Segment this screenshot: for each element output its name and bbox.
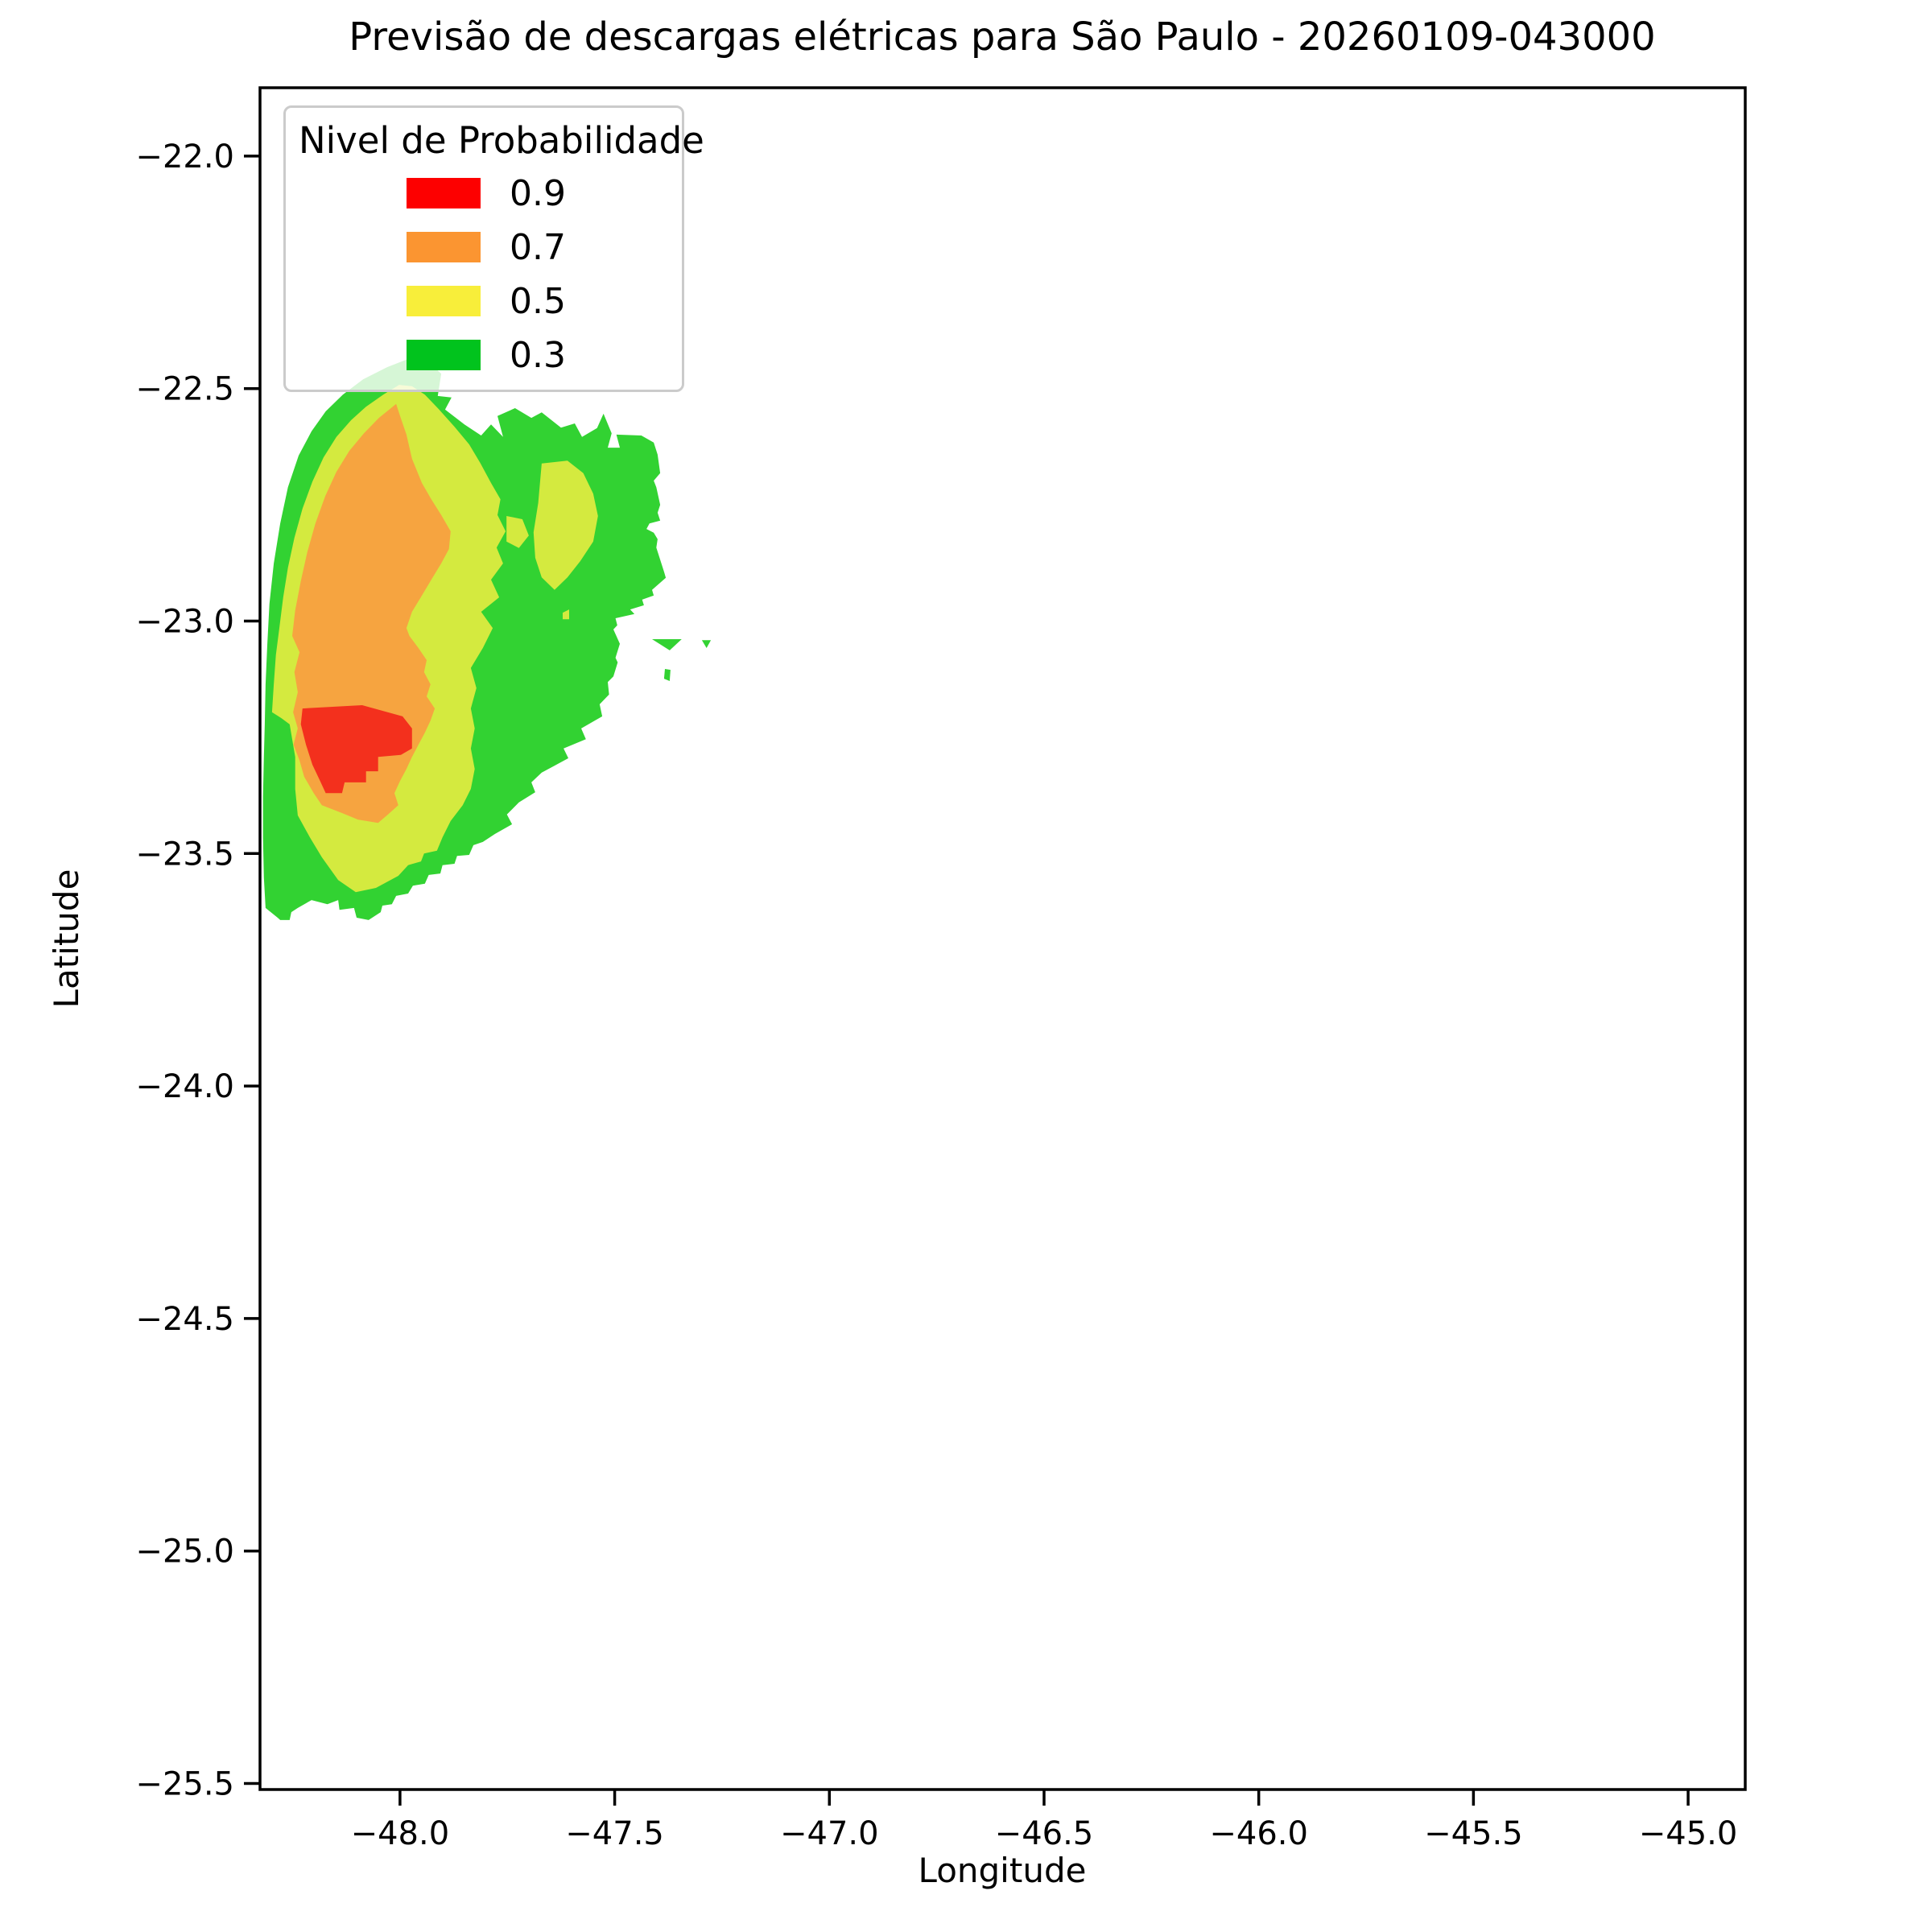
y-tick-label: −24.5	[135, 1301, 234, 1338]
x-tick-label: −47.5	[565, 1815, 664, 1852]
legend-title: Nivel de Probabilidade	[299, 119, 704, 162]
x-axis-ticks: −48.0 −47.5 −47.0 −46.5 −46.0 −45.5 −45.0	[351, 1790, 1738, 1852]
legend-rows: 0.9 0.7 0.5 0.3	[297, 173, 671, 376]
y-axis-ticks: −22.0 −22.5 −23.0 −23.5 −24.0 −24.5 −25.0 −25.5	[135, 138, 260, 1802]
y-tick-label: −24.0	[135, 1068, 234, 1105]
legend-swatch-0.5	[407, 286, 481, 316]
legend-label: 0.3	[510, 334, 566, 376]
legend-box: Nivel de Probabilidade 0.9 0.7 0.5 0.3	[283, 105, 704, 392]
contour-band-0.3	[663, 669, 671, 681]
contour-bands	[262, 354, 712, 920]
chart-title: Previsão de descargas elétricas para São…	[349, 14, 1655, 60]
legend-swatch-0.9	[407, 178, 481, 208]
axes-frame	[258, 86, 1747, 1791]
y-tick-label: −22.0	[135, 138, 234, 175]
contour-band-0.3	[652, 639, 682, 650]
y-tick-label: −23.5	[135, 836, 234, 873]
legend-entry-0.3: 0.3	[297, 335, 671, 376]
x-tick-label: −45.5	[1424, 1815, 1523, 1852]
y-tick-label: −23.0	[135, 604, 234, 641]
y-tick-label: −22.5	[135, 371, 234, 408]
legend-entry-0.9: 0.9	[297, 173, 671, 214]
y-tick-label: −25.0	[135, 1534, 234, 1571]
legend-label: 0.9	[510, 172, 566, 214]
legend-label: 0.5	[510, 280, 566, 322]
x-tick-label: −47.0	[780, 1815, 879, 1852]
contour-band-0.5	[506, 516, 529, 548]
y-axis-label: Latitude	[47, 869, 86, 1009]
contour-band-0.9	[300, 705, 412, 794]
y-tick-label: −25.5	[135, 1765, 234, 1802]
legend-entry-0.5: 0.5	[297, 281, 671, 322]
x-tick-label: −48.0	[351, 1815, 450, 1852]
legend-swatch-0.3	[407, 340, 481, 370]
legend-entry-0.7: 0.7	[297, 227, 671, 268]
x-tick-label: −46.0	[1209, 1815, 1308, 1852]
legend-swatch-0.7	[407, 232, 481, 262]
contour-band-0.3	[701, 640, 712, 648]
legend-label: 0.7	[510, 226, 566, 268]
contour-band-0.5	[533, 460, 598, 590]
x-axis-label: Longitude	[919, 1851, 1087, 1890]
x-tick-label: −46.5	[995, 1815, 1094, 1852]
x-tick-label: −45.0	[1639, 1815, 1738, 1852]
contour-band-0.5	[563, 609, 569, 620]
